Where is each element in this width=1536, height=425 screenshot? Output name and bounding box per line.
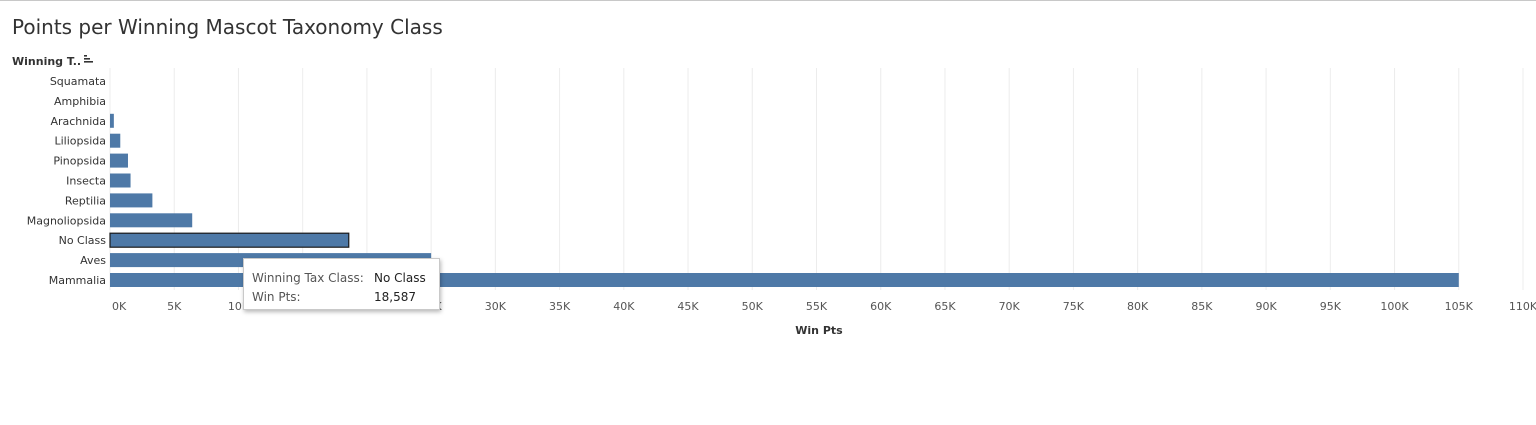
bar[interactable] (110, 153, 128, 168)
bar[interactable] (110, 113, 114, 128)
x-tick-label: 60K (870, 300, 892, 313)
x-tick-label: 30K (485, 300, 507, 313)
sort-descending-icon[interactable] (84, 54, 96, 65)
x-tick-label: 50K (742, 300, 764, 313)
x-tick-label: 65K (934, 300, 956, 313)
tooltip-value: No Class (374, 270, 426, 285)
category-label: Pinopsida (53, 155, 106, 168)
chart-title: Points per Winning Mascot Taxonomy Class (12, 15, 443, 39)
x-tick-label: 55K (806, 300, 828, 313)
category-label: Squamata (50, 75, 106, 88)
x-tick-label: 90K (1255, 300, 1277, 313)
tooltip: Winning Tax Class: No Class Win Pts: 18,… (243, 258, 440, 310)
tooltip-key: Winning Tax Class: (252, 270, 364, 285)
x-axis-label: Win Pts (795, 324, 843, 337)
category-label: Liliopsida (54, 135, 106, 148)
category-label: Reptilia (65, 194, 106, 207)
bar[interactable] (110, 193, 153, 208)
x-tick-label: 85K (1191, 300, 1213, 313)
tooltip-key: Win Pts: (252, 289, 301, 304)
x-tick-label: 0K (112, 300, 127, 313)
tooltip-row: Winning Tax Class: No Class (252, 268, 431, 287)
x-tick-label: 45K (677, 300, 699, 313)
bar[interactable] (110, 273, 1459, 287)
row-header[interactable]: Winning T.. (12, 54, 96, 68)
tooltip-value: 18,587 (374, 289, 416, 304)
x-tick-label: 95K (1320, 300, 1342, 313)
x-tick-label: 5K (167, 300, 182, 313)
category-label: No Class (59, 234, 107, 247)
category-label: Aves (80, 254, 106, 267)
category-label: Insecta (66, 175, 106, 188)
top-divider (0, 0, 1536, 1)
x-tick-label: 70K (999, 300, 1021, 313)
category-label: Amphibia (54, 95, 106, 108)
x-tick-label: 35K (549, 300, 571, 313)
x-tick-label: 100K (1380, 300, 1409, 313)
row-header-label: Winning T.. (12, 55, 82, 68)
x-tick-label: 40K (613, 300, 635, 313)
x-tick-label: 105K (1445, 300, 1474, 313)
category-label: Magnoliopsida (27, 214, 106, 227)
bar[interactable] (109, 232, 350, 248)
x-tick-label: 80K (1127, 300, 1149, 313)
bar[interactable] (110, 173, 131, 188)
x-tick-label: 110K (1509, 300, 1536, 313)
tooltip-row: Win Pts: 18,587 (252, 287, 431, 306)
bar[interactable] (110, 213, 193, 228)
x-tick-label: 75K (1063, 300, 1085, 313)
category-label: Mammalia (49, 274, 106, 287)
bar[interactable] (110, 133, 121, 148)
category-label: Arachnida (50, 115, 106, 128)
